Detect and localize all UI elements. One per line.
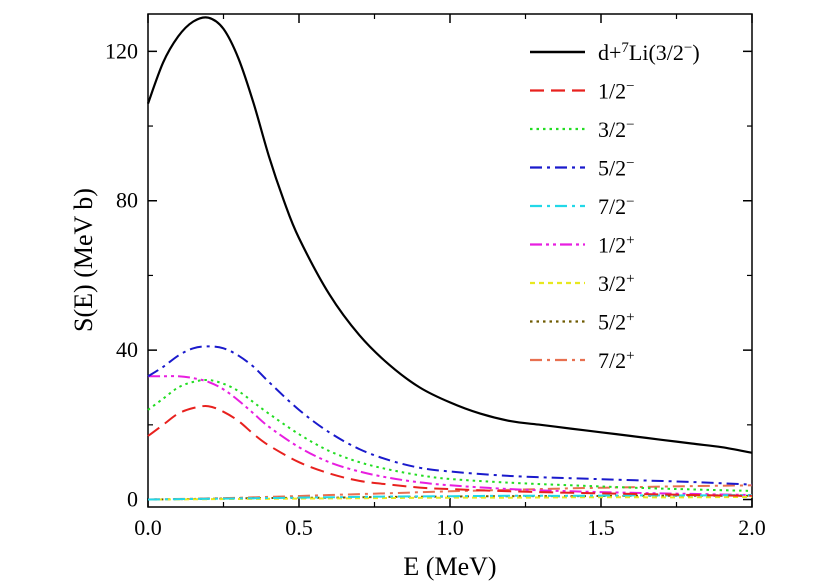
legend-label-3: 5/2−	[598, 156, 635, 181]
series-line-2	[147, 378, 753, 492]
tick-labels: 0.0 0.5 1.0 1.5 2.0 0 40 80 120	[105, 38, 766, 540]
legend-label-4: 7/2−	[598, 194, 635, 219]
x-tick-label: 1.0	[436, 515, 464, 540]
axis-ticks	[147, 14, 753, 507]
series-line-5	[147, 375, 753, 496]
plot-frame	[147, 13, 753, 508]
y-tick-label: 0	[127, 487, 138, 512]
x-tick-label: 0.5	[285, 515, 313, 540]
y-axis-label: S(E) (MeV b)	[69, 188, 98, 332]
x-tick-label: 0.0	[134, 515, 162, 540]
y-tick-label: 40	[116, 337, 138, 362]
y-tick-label: 120	[105, 38, 138, 63]
legend-label-1: 1/2−	[598, 79, 635, 104]
series-line-4	[147, 494, 753, 501]
x-axis-label: E (MeV)	[403, 552, 496, 581]
series-line-3	[147, 345, 753, 486]
legend-label-8: 7/2+	[598, 348, 635, 373]
series-line-0	[146, 16, 753, 454]
legend-label-7: 5/2+	[598, 310, 635, 335]
x-tick-label: 2.0	[738, 515, 766, 540]
legend-label-2: 3/2−	[598, 117, 635, 142]
y-tick-label: 80	[116, 188, 138, 213]
series-group	[146, 16, 753, 501]
legend-label-0: d+7Li(3/2−)	[598, 40, 700, 65]
series-line-1	[147, 405, 753, 497]
legend-label-6: 3/2+	[598, 271, 635, 296]
legend-label-5: 1/2+	[598, 233, 635, 258]
x-tick-label: 1.5	[587, 515, 615, 540]
legend: d+7Li(3/2−) 1/2− 3/2− 5/2− 7/2− 1/2+ 3/2+ 5/2+ 7…	[530, 40, 700, 373]
